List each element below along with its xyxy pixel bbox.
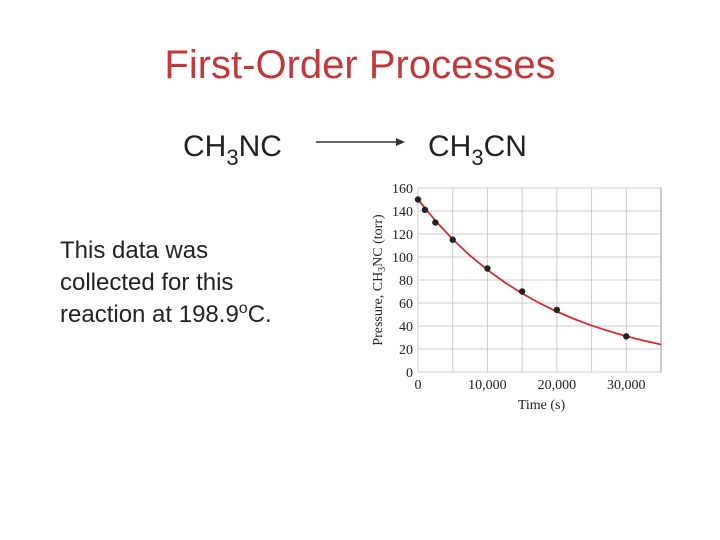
y-axis-label-part: 3: [377, 267, 388, 272]
y-tick-label: 20: [399, 343, 413, 358]
subscript: 3: [226, 145, 238, 170]
text: NC: [239, 130, 282, 163]
text: CN: [484, 130, 527, 163]
caption-text: o: [239, 300, 248, 317]
caption: This data was collected for this reaction …: [60, 237, 272, 328]
reactant: CH3NC: [183, 130, 282, 170]
caption-line: This data was: [60, 237, 208, 264]
caption-text: reaction at 198.9: [60, 301, 239, 328]
point: [553, 306, 561, 314]
point: [414, 196, 422, 203]
point: [421, 206, 429, 214]
y-tick-label: 100: [392, 251, 413, 266]
caption-line: collected for this: [60, 269, 233, 296]
point: [449, 236, 456, 243]
x-axis-label: Time (s): [518, 398, 566, 413]
y-tick-label: 40: [399, 320, 413, 335]
y-axis-label-part: Pressure, CH: [371, 272, 386, 346]
y-tick-label: 60: [399, 297, 413, 312]
curve: [417, 198, 662, 346]
point: [432, 219, 439, 226]
y-tick-label: 80: [399, 274, 413, 289]
y-tick-label: 0: [406, 366, 413, 381]
caption-text: collected for this: [60, 269, 233, 296]
text: CH: [183, 130, 226, 163]
x-tick-label: 0: [415, 378, 422, 393]
slide-title: First-Order Processes: [164, 43, 555, 87]
y-axis-label: Pressure, CH3NC (torr): [371, 214, 388, 346]
y-axis-label-part: NC (torr): [371, 214, 386, 267]
caption-text: This data was: [60, 237, 208, 264]
y-tick-label: 140: [392, 205, 413, 220]
caption-text: C.: [248, 301, 272, 328]
x-tick-label: 10,000: [468, 378, 507, 393]
text: CH: [428, 130, 471, 163]
product: CH3CN: [428, 130, 527, 170]
x-tick-label: 30,000: [607, 378, 646, 393]
y-tick-label: 120: [392, 228, 413, 243]
subscript: 3: [471, 145, 483, 170]
point: [518, 288, 526, 295]
caption-line: reaction at 198.9oC.: [60, 300, 272, 328]
point: [623, 333, 630, 340]
y-tick-label: 160: [392, 182, 413, 197]
x-tick-label: 20,000: [538, 378, 577, 393]
chart: 0 20 40 60 80 100 120 140 160 0 10,000 20,000 30,000…: [371, 182, 662, 413]
point: [484, 265, 491, 272]
arrow-head: [396, 138, 405, 146]
